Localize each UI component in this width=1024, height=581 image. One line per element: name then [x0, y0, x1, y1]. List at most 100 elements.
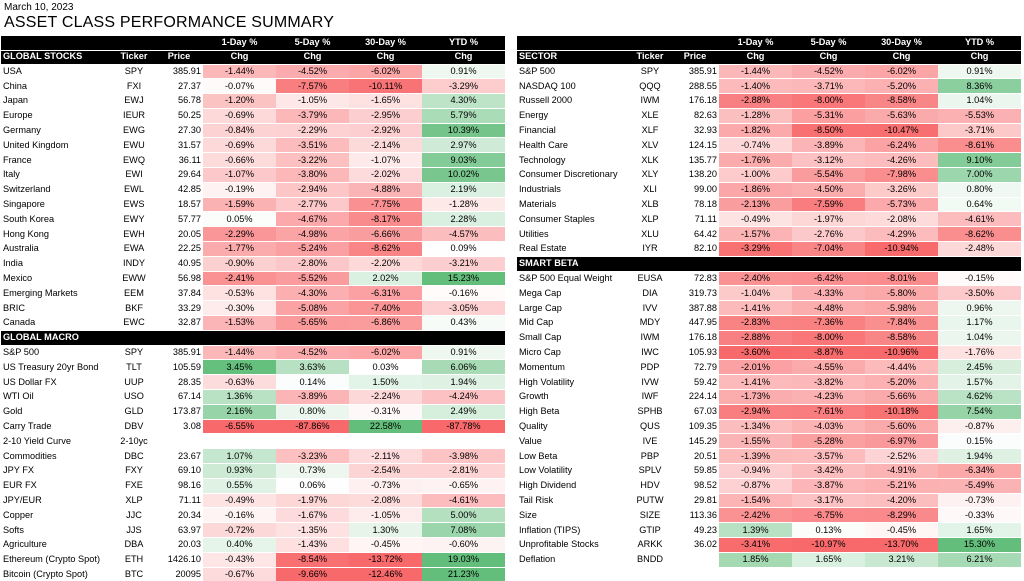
pct-change-cell: -3.71% — [792, 78, 865, 94]
price: 32.93 — [694, 124, 717, 135]
table-row: Mid Cap MDY 447.95 -2.83% -7.36% -7.84% 1.17% — [517, 315, 1021, 331]
ticker: EWQ — [123, 154, 145, 165]
pct-change-cell: -8.58% — [865, 93, 938, 109]
pct-change-cell: -2.95% — [349, 108, 422, 124]
price: 31.57 — [178, 139, 201, 150]
asset-name: Large Cap — [519, 302, 562, 313]
pct-change-cell: 0.13% — [792, 522, 865, 538]
ticker: SPLV — [638, 465, 662, 476]
ticker: IWM — [640, 332, 660, 343]
pct-change-cell: -1.04% — [719, 285, 792, 301]
asset-name: South Korea — [3, 213, 55, 224]
price: 78.18 — [694, 198, 717, 209]
pct-change-cell: -87.86% — [276, 419, 349, 434]
table-row: US Treasury 20yr Bond TLT 105.59 3.45% 3.63%… — [1, 359, 505, 375]
ticker: EUSA — [637, 272, 663, 283]
pct-change-cell: -2.94% — [719, 404, 792, 420]
table-row: Industrials XLI 99.00 -1.86% -4.50% -3.26% 0.8… — [517, 182, 1021, 198]
column-label: Chg — [203, 50, 276, 64]
asset-name: Japan — [3, 95, 29, 106]
price: 135.77 — [688, 154, 717, 165]
price — [155, 434, 203, 449]
pct-change-cell: 5.79% — [422, 108, 505, 124]
pct-change-cell: 0.14% — [276, 374, 349, 390]
pct-change-cell: 0.80% — [276, 404, 349, 420]
pct-change-cell: -0.69% — [203, 108, 276, 124]
column-label — [203, 330, 276, 346]
asset-name: S&P 500 — [519, 65, 556, 76]
pct-change-cell: -7.36% — [792, 315, 865, 331]
column-label — [276, 330, 349, 346]
table-row: 2-10 Yield Curve 2-10yc — [1, 433, 505, 449]
pct-change-cell: -5.21% — [865, 478, 938, 494]
asset-name: Germany — [3, 124, 41, 135]
table-row: Agriculture DBA 20.03 0.40% -1.43% -0.45% -0.6… — [1, 537, 505, 553]
ticker: EWL — [124, 184, 144, 195]
pct-change-cell: -5.20% — [865, 78, 938, 94]
pct-change-cell: -1.44% — [719, 64, 792, 79]
asset-name: Consumer Staples — [519, 213, 595, 224]
pct-change-cell: -0.84% — [203, 123, 276, 138]
pct-change-cell: -4.26% — [865, 152, 938, 168]
header-cell — [629, 36, 671, 50]
ticker: BNDD — [636, 554, 664, 565]
pct-change-cell: -10.47% — [865, 123, 938, 138]
pct-change-cell: 0.64% — [938, 197, 1021, 212]
table-row: S&P 500 Equal Weight EUSA 72.83 -2.40% -6.42… — [517, 271, 1021, 286]
pct-change-cell: 0.15% — [938, 433, 1021, 449]
pct-change-cell: -4.88% — [349, 182, 422, 198]
ticker: EWI — [125, 169, 143, 180]
pct-change-cell: -13.72% — [349, 552, 422, 568]
pct-change-cell: -1.44% — [203, 345, 276, 360]
pct-change-cell: -8.58% — [865, 330, 938, 346]
ticker: GLD — [124, 406, 144, 417]
price: 288.55 — [688, 80, 717, 91]
asset-name: Industrials — [519, 184, 561, 195]
pct-change-cell: 0.91% — [422, 64, 505, 79]
pct-change-cell: -8.61% — [938, 137, 1021, 153]
ticker: XLP — [641, 213, 659, 224]
pct-change-cell: -2.08% — [865, 211, 938, 227]
pct-change-cell: -0.67% — [203, 567, 276, 581]
pct-change-cell: -3.98% — [422, 448, 505, 464]
pct-change-cell: -2.11% — [349, 448, 422, 464]
pct-change-cell: -4.57% — [422, 226, 505, 242]
price: 29.64 — [178, 169, 201, 180]
price: 176.18 — [688, 95, 717, 106]
column-label — [113, 330, 155, 346]
pct-change-cell: -0.07% — [203, 78, 276, 94]
price: 36.11 — [178, 154, 201, 165]
pct-change-cell: 1.65% — [792, 552, 865, 568]
header-cell — [517, 36, 629, 50]
pct-change-cell: -2.92% — [349, 123, 422, 138]
pct-change-cell: -2.88% — [719, 330, 792, 346]
pct-change-cell: -4.44% — [865, 359, 938, 375]
pct-change-cell: -7.57% — [276, 78, 349, 94]
table-row: JPY FX FXY 69.10 0.93% 0.73% -2.54% -2.81% — [1, 463, 505, 479]
table-row: Utilities XLU 64.42 -1.57% -2.76% -4.29% -8.62… — [517, 226, 1021, 242]
pct-change-cell: -1.59% — [203, 197, 276, 212]
ticker: EEM — [124, 287, 144, 298]
pct-change-cell: -5.98% — [865, 300, 938, 316]
asset-name: EUR FX — [3, 480, 37, 491]
price: 1426.10 — [167, 554, 201, 565]
asset-name: Deflation — [519, 554, 556, 565]
table-row: Low Beta PBP 20.51 -1.39% -3.57% -2.52% 1.94% — [517, 448, 1021, 464]
price: 67.14 — [178, 391, 201, 402]
pct-change-cell: -2.80% — [276, 256, 349, 272]
table-row: High Beta SPHB 67.03 -2.94% -7.61% -10.18% 7.5… — [517, 404, 1021, 420]
price: 59.42 — [694, 376, 717, 387]
pct-change-cell: -0.53% — [203, 285, 276, 301]
column-label: Chg — [938, 50, 1021, 64]
pct-change-cell: -3.41% — [719, 537, 792, 553]
pct-change-cell: -3.57% — [792, 448, 865, 464]
pct-change-cell: -7.59% — [792, 197, 865, 212]
section-title: GLOBAL MACRO — [1, 330, 113, 346]
pct-change-cell: 1.65% — [938, 522, 1021, 538]
ticker: GTIP — [639, 524, 661, 535]
pct-change-cell: 7.54% — [938, 404, 1021, 420]
price: 319.73 — [688, 287, 717, 298]
pct-change-cell: -0.33% — [938, 507, 1021, 523]
table-row: Quality QUS 109.35 -1.34% -4.03% -5.60% -0.87% — [517, 419, 1021, 434]
pct-change-cell: -0.66% — [203, 152, 276, 168]
